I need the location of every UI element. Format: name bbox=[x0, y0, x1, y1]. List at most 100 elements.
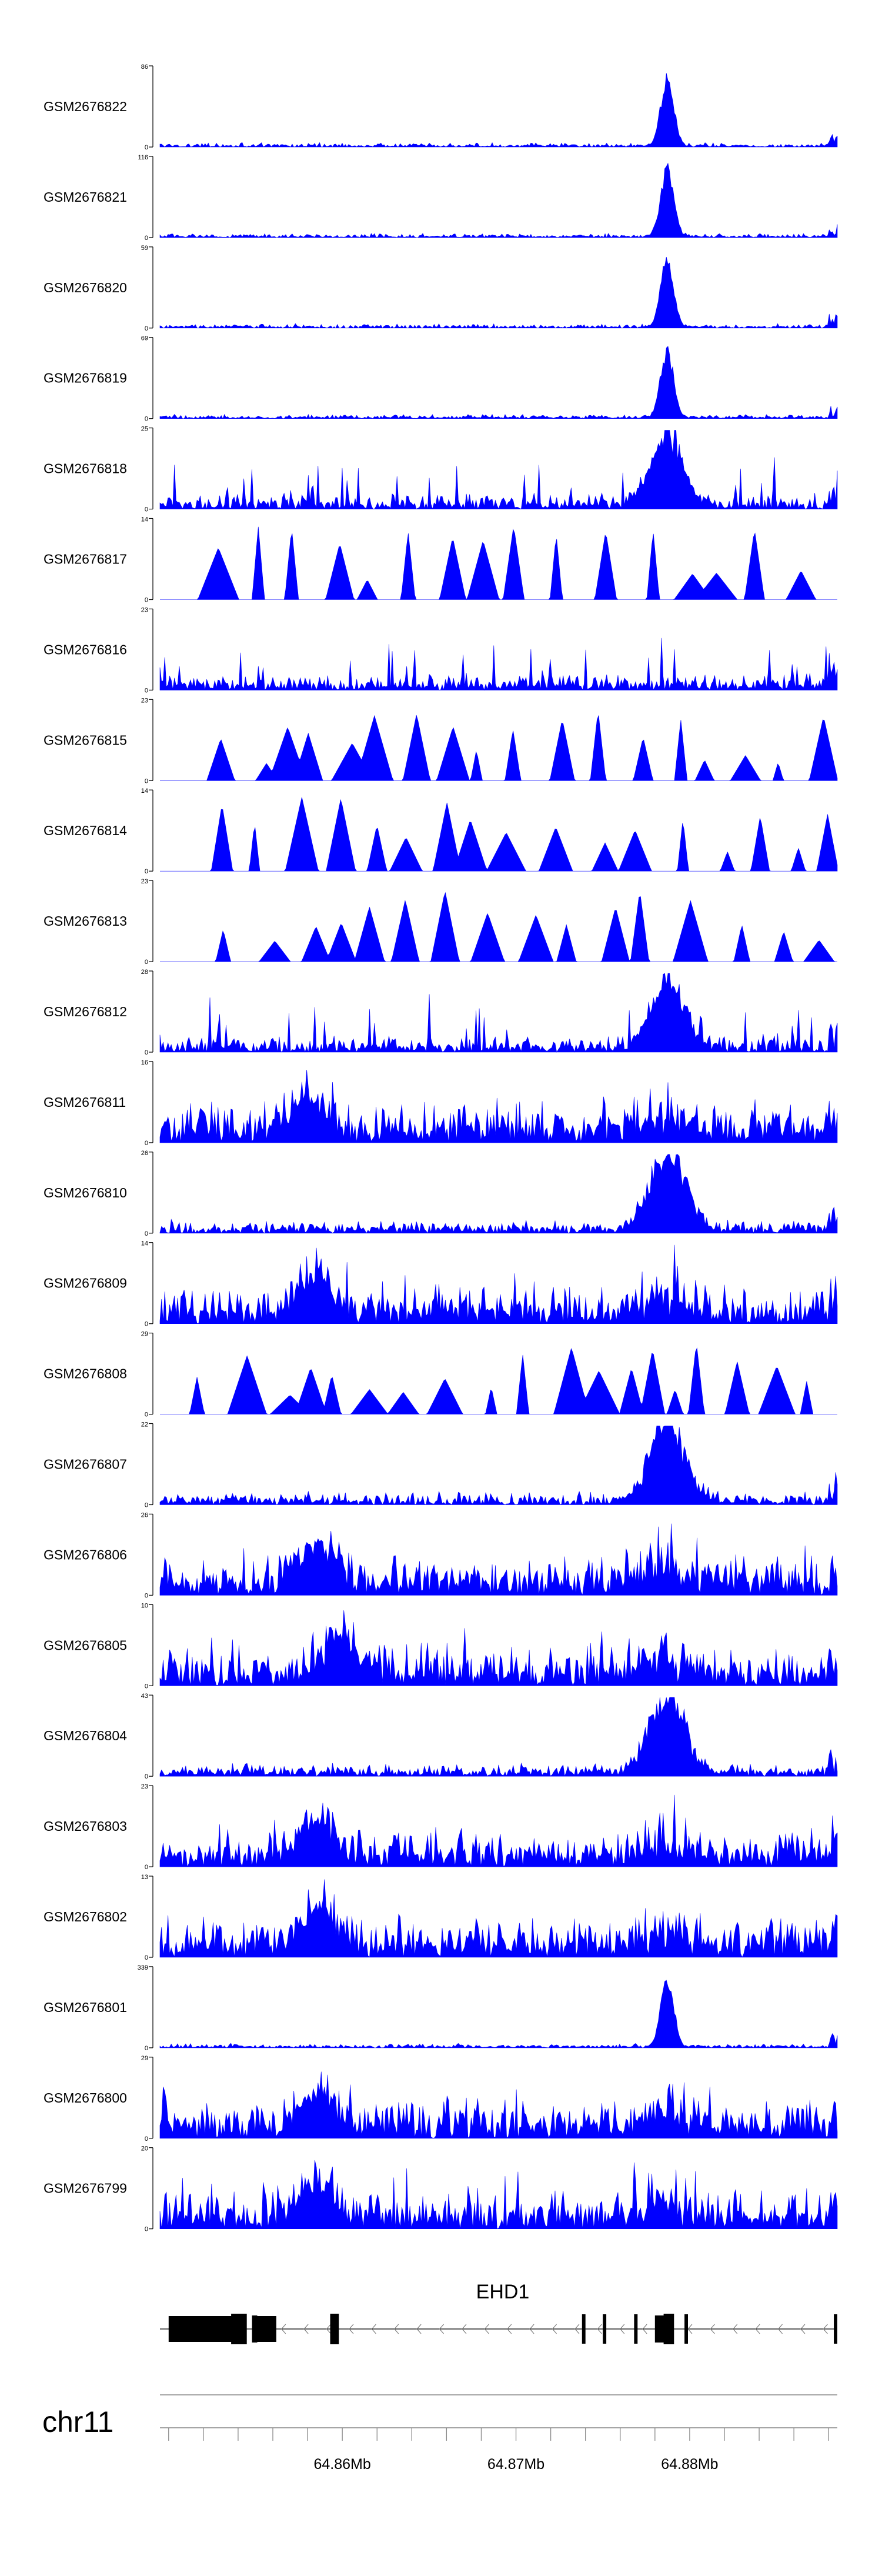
track-label: GSM2676810 bbox=[44, 1185, 127, 1200]
y-min-label: 0 bbox=[145, 597, 148, 604]
y-max-label: 25 bbox=[141, 426, 148, 433]
strand-arrow bbox=[574, 2324, 580, 2334]
signal-area bbox=[159, 346, 838, 419]
track-GSM2676820: GSM2676820 59 0 bbox=[44, 245, 838, 332]
exon bbox=[330, 2314, 339, 2344]
track-label: GSM2676809 bbox=[44, 1276, 127, 1291]
strand-arrow bbox=[597, 2324, 602, 2334]
track-GSM2676813: GSM2676813 23 0 bbox=[44, 878, 837, 966]
y-min-label: 0 bbox=[145, 868, 148, 875]
y-min-label: 0 bbox=[145, 235, 148, 242]
signal-area bbox=[159, 1523, 838, 1596]
track-label: GSM2676814 bbox=[44, 823, 127, 838]
strand-arrow bbox=[529, 2324, 534, 2334]
axis-ticks: 64.86Mb 64.87Mb 64.88Mb bbox=[168, 2428, 829, 2472]
strand-arrow bbox=[371, 2324, 376, 2334]
y-max-label: 10 bbox=[141, 1602, 148, 1609]
signal-area bbox=[159, 256, 838, 329]
strand-arrow bbox=[439, 2324, 444, 2334]
strand-arrow bbox=[349, 2324, 354, 2334]
y-max-label: 69 bbox=[141, 335, 148, 342]
exon bbox=[603, 2314, 607, 2344]
strand-arrow bbox=[507, 2324, 512, 2334]
gene-label: EHD1 bbox=[476, 2281, 530, 2303]
y-min-label: 0 bbox=[145, 1140, 148, 1147]
y-max-label: 26 bbox=[141, 1511, 148, 1519]
track-label: GSM2676812 bbox=[44, 1004, 127, 1019]
track-label: GSM2676804 bbox=[44, 1728, 127, 1743]
strand-arrow bbox=[755, 2324, 760, 2334]
track-GSM2676799: GSM2676799 20 0 bbox=[44, 2145, 838, 2233]
exon bbox=[252, 2315, 258, 2343]
exon bbox=[255, 2316, 276, 2342]
y-max-label: 14 bbox=[141, 516, 148, 523]
exon bbox=[834, 2314, 837, 2344]
y-min-label: 0 bbox=[145, 1773, 148, 1780]
y-max-label: 29 bbox=[141, 2055, 148, 2062]
signal-area bbox=[159, 1879, 838, 1958]
signal-area bbox=[160, 1347, 837, 1415]
y-min-label: 0 bbox=[145, 1683, 148, 1690]
track-label: GSM2676808 bbox=[44, 1366, 127, 1382]
chromosome-label: chr11 bbox=[42, 2405, 113, 2438]
track-label: GSM2676806 bbox=[44, 1547, 127, 1562]
track-GSM2676806: GSM2676806 26 0 bbox=[44, 1511, 838, 1599]
track-label: GSM2676801 bbox=[44, 2000, 127, 2015]
track-label: GSM2676800 bbox=[44, 2090, 127, 2105]
track-GSM2676805: GSM2676805 10 0 bbox=[44, 1602, 838, 1690]
y-min-label: 0 bbox=[145, 2226, 148, 2233]
exon bbox=[168, 2316, 233, 2342]
signal-area bbox=[159, 73, 838, 148]
track-GSM2676822: GSM2676822 86 0 bbox=[44, 64, 838, 151]
gene-model bbox=[160, 2314, 837, 2344]
strand-arrow bbox=[303, 2324, 309, 2334]
y-min-label: 0 bbox=[145, 506, 148, 513]
genomic-axis: chr11 64.86Mb 64.87Mb 64.88Mb bbox=[42, 2394, 837, 2472]
signal-area bbox=[159, 2160, 838, 2230]
y-max-label: 339 bbox=[138, 1964, 148, 1971]
track-GSM2676800: GSM2676800 29 0 bbox=[44, 2055, 838, 2143]
track-GSM2676807: GSM2676807 22 0 bbox=[44, 1422, 838, 1509]
y-max-label: 20 bbox=[141, 2145, 148, 2153]
signal-tracks: GSM2676822 86 0 GSM2676821 116 0 GSM2676820 59 0… bbox=[44, 64, 838, 2233]
y-max-label: 23 bbox=[141, 878, 148, 885]
y-max-label: 13 bbox=[141, 1874, 148, 1881]
strand-arrow bbox=[823, 2324, 828, 2334]
track-GSM2676803: GSM2676803 23 0 bbox=[44, 1783, 838, 1871]
y-min-label: 0 bbox=[145, 1954, 148, 1961]
track-GSM2676812: GSM2676812 28 0 bbox=[44, 969, 838, 1056]
track-label: GSM2676816 bbox=[44, 642, 127, 657]
strand-arrow bbox=[484, 2324, 489, 2334]
track-GSM2676802: GSM2676802 13 0 bbox=[44, 1874, 838, 1961]
y-min-label: 0 bbox=[145, 778, 148, 785]
strand-arrow bbox=[710, 2324, 715, 2334]
y-max-label: 29 bbox=[141, 1331, 148, 1338]
y-max-label: 28 bbox=[141, 969, 148, 976]
signal-area bbox=[159, 162, 838, 238]
track-label: GSM2676802 bbox=[44, 1909, 127, 1924]
signal-area bbox=[159, 2071, 838, 2139]
track-label: GSM2676813 bbox=[44, 913, 127, 929]
exon bbox=[684, 2314, 688, 2344]
y-max-label: 26 bbox=[141, 1150, 148, 1157]
axis-tick-label: 64.87Mb bbox=[487, 2456, 544, 2472]
axis-tick-label: 64.88Mb bbox=[661, 2456, 718, 2472]
y-max-label: 22 bbox=[141, 1422, 148, 1429]
signal-area bbox=[159, 1794, 838, 1867]
signal-area bbox=[160, 715, 838, 782]
y-max-label: 14 bbox=[141, 788, 148, 795]
y-max-label: 43 bbox=[141, 1693, 148, 1700]
strand-arrow bbox=[777, 2324, 783, 2334]
signal-area bbox=[159, 1244, 838, 1324]
strand-arrow bbox=[800, 2324, 806, 2334]
track-GSM2676816: GSM2676816 23 0 bbox=[44, 606, 838, 694]
track-label: GSM2676803 bbox=[44, 1818, 127, 1834]
y-max-label: 16 bbox=[141, 1059, 148, 1066]
y-min-label: 0 bbox=[145, 2135, 148, 2143]
signal-area bbox=[159, 1610, 838, 1686]
signal-area bbox=[160, 892, 837, 962]
strand-arrow bbox=[733, 2324, 738, 2334]
axis-tick-label: 64.86Mb bbox=[314, 2456, 371, 2472]
signal-area bbox=[159, 1980, 838, 2048]
